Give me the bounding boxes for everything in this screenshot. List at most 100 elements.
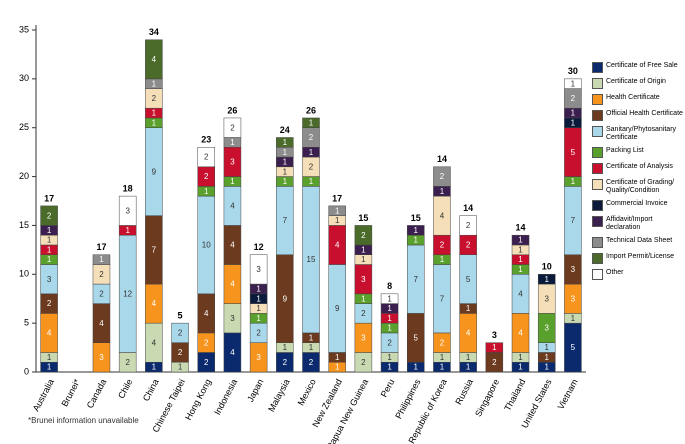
segment-label: 1: [440, 353, 445, 362]
segment-label: 1: [47, 245, 52, 254]
legend-swatch: [592, 110, 603, 121]
total-label: 26: [227, 105, 237, 115]
legend-item: Import Permit/License: [592, 253, 684, 264]
segment-label: 9: [152, 167, 157, 176]
segment-label: 2: [361, 231, 366, 240]
bar-segment: [328, 205, 346, 216]
total-label: 8: [387, 281, 392, 291]
segment-label: 4: [466, 329, 471, 338]
segment-label: 1: [152, 79, 157, 88]
legend-swatch: [592, 179, 603, 190]
segment-label: 1: [178, 363, 183, 372]
segment-label: 2: [204, 358, 209, 367]
segment-label: 1: [518, 236, 523, 245]
segment-label: 3: [544, 324, 549, 333]
segment-label: 1: [152, 109, 157, 118]
total-label: 17: [96, 242, 106, 252]
segment-label: 4: [440, 211, 445, 220]
legend-swatch: [592, 216, 603, 227]
segment-label: 1: [152, 118, 157, 127]
legend-swatch: [592, 253, 603, 264]
segment-label: 2: [230, 123, 235, 132]
x-tick-label: Hong Kong: [183, 377, 213, 421]
segment-label: 1: [571, 177, 576, 186]
segment-label: 4: [518, 329, 523, 338]
segment-label: 1: [414, 226, 419, 235]
segment-label: 3: [256, 265, 261, 274]
y-tick-label: 5: [24, 318, 29, 328]
bar-segment: [145, 39, 163, 80]
segment-label: 2: [204, 153, 209, 162]
legend-item: Commercial Invoice: [592, 200, 684, 211]
x-tick-label: Thailand: [502, 377, 527, 412]
segment-label: 5: [571, 343, 576, 352]
y-tick-label: 25: [19, 122, 29, 132]
segment-label: 3: [571, 294, 576, 303]
segment-label: 1: [361, 294, 366, 303]
segment-label: 2: [466, 221, 471, 230]
segment-label: 2: [125, 358, 130, 367]
segment-label: 3: [125, 206, 130, 215]
segment-label: 2: [361, 358, 366, 367]
segment-label: 7: [283, 216, 288, 225]
segment-label: 1: [283, 177, 288, 186]
segment-label: 1: [204, 187, 209, 196]
segment-label: 1: [47, 226, 52, 235]
segment-label: 1: [387, 294, 392, 303]
segment-label: 3: [230, 314, 235, 323]
segment-label: 2: [571, 94, 576, 103]
y-tick-label: 10: [19, 269, 29, 279]
segment-label: 4: [230, 280, 235, 289]
legend-swatch: [592, 126, 603, 137]
bar-segment: [118, 195, 137, 226]
segment-label: 1: [230, 138, 235, 147]
segment-label: 3: [544, 294, 549, 303]
x-tick-label: China: [141, 377, 161, 402]
segment-label: 10: [202, 241, 211, 250]
legend-item: Sanitary/Phytosanitary Certificate: [592, 126, 684, 142]
x-tick-label: Malaysia: [266, 377, 292, 413]
segment-label: 2: [204, 172, 209, 181]
segment-label: 3: [361, 275, 366, 284]
total-label: 23: [201, 135, 211, 145]
total-label: 5: [178, 311, 183, 321]
segment-label: 1: [283, 138, 288, 147]
x-tick-label: Brunei*: [59, 377, 82, 408]
segment-label: 7: [152, 245, 157, 254]
segment-label: 2: [309, 133, 314, 142]
legend-label: Packing List: [606, 147, 644, 154]
segment-label: 1: [440, 187, 445, 196]
segment-label: 4: [230, 201, 235, 210]
total-label: 14: [516, 223, 526, 233]
total-label: 10: [542, 262, 552, 272]
legend-item: Affidavit/Import declaration: [592, 216, 684, 232]
legend-item: Official Health Certificate: [592, 110, 684, 121]
segment-label: 3: [230, 158, 235, 167]
x-tick-label: Australia: [31, 377, 56, 413]
segment-label: 1: [414, 363, 419, 372]
segment-label: 1: [571, 314, 576, 323]
legend-swatch: [592, 200, 603, 211]
segment-label: 1: [414, 236, 419, 245]
segment-label: 1: [283, 343, 288, 352]
x-tick-label: Singapore: [473, 377, 501, 418]
segment-label: 2: [361, 309, 366, 318]
segment-label: 2: [99, 289, 104, 298]
legend-label: Certificate of Free Sale: [606, 62, 678, 69]
segment-label: 2: [283, 358, 288, 367]
segment-label: 2: [204, 338, 209, 347]
segment-label: 1: [361, 245, 366, 254]
bar-segment: [223, 117, 242, 138]
segment-label: 1: [335, 206, 340, 215]
y-tick-label: 30: [19, 73, 29, 83]
segment-label: 2: [492, 358, 497, 367]
legend-item: Technical Data Sheet: [592, 237, 684, 248]
segment-label: 1: [47, 255, 52, 264]
x-tick-label: Mexico: [296, 377, 318, 407]
legend-swatch: [592, 269, 603, 280]
total-label: 30: [568, 66, 578, 76]
segment-label: 1: [518, 245, 523, 254]
segment-label: 2: [99, 270, 104, 279]
segment-label: 1: [544, 275, 549, 284]
